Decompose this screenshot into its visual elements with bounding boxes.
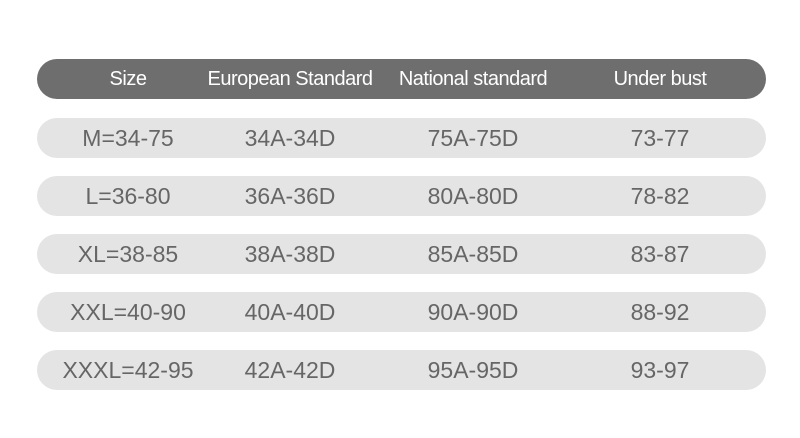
table-cell: 83-87 (630, 240, 690, 267)
table-cell: 88-92 (630, 298, 690, 325)
table-cell: 73-77 (630, 124, 690, 151)
table-row: XL=38-85 38A-38D 85A-85D 83-87 (37, 234, 766, 274)
table-row: XXL=40-90 40A-40D 90A-90D 88-92 (37, 292, 766, 332)
table-cell: 40A-40D (244, 298, 336, 325)
header-row: Size European Standard National standard Un… (37, 59, 766, 99)
table-cell: 75A-75D (427, 124, 519, 151)
table-cell: 95A-95D (427, 356, 519, 383)
header-cell: Under bust (613, 67, 707, 90)
table-cell: 38A-38D (244, 240, 336, 267)
table-cell: 36A-36D (244, 182, 336, 209)
table-cell: 85A-85D (427, 240, 519, 267)
table-cell: M=34-75 (82, 124, 174, 151)
header-cell: National standard (398, 67, 548, 90)
table-cell: 93-97 (630, 356, 690, 383)
header-cell: Size (109, 67, 147, 90)
table-row: L=36-80 36A-36D 80A-80D 78-82 (37, 176, 766, 216)
table-cell: 42A-42D (244, 356, 336, 383)
table-row: M=34-75 34A-34D 75A-75D 73-77 (37, 118, 766, 158)
table-cell: 80A-80D (427, 182, 519, 209)
table-cell: 34A-34D (244, 124, 336, 151)
table-cell: XL=38-85 (77, 240, 179, 267)
table-cell: XXXL=42-95 (62, 356, 194, 383)
header-cell: European Standard (207, 67, 373, 90)
table-cell: 78-82 (630, 182, 690, 209)
table-cell: 90A-90D (427, 298, 519, 325)
table-row: XXXL=42-95 42A-42D 95A-95D 93-97 (37, 350, 766, 390)
table-cell: L=36-80 (85, 182, 171, 209)
table-cell: XXL=40-90 (70, 298, 186, 325)
